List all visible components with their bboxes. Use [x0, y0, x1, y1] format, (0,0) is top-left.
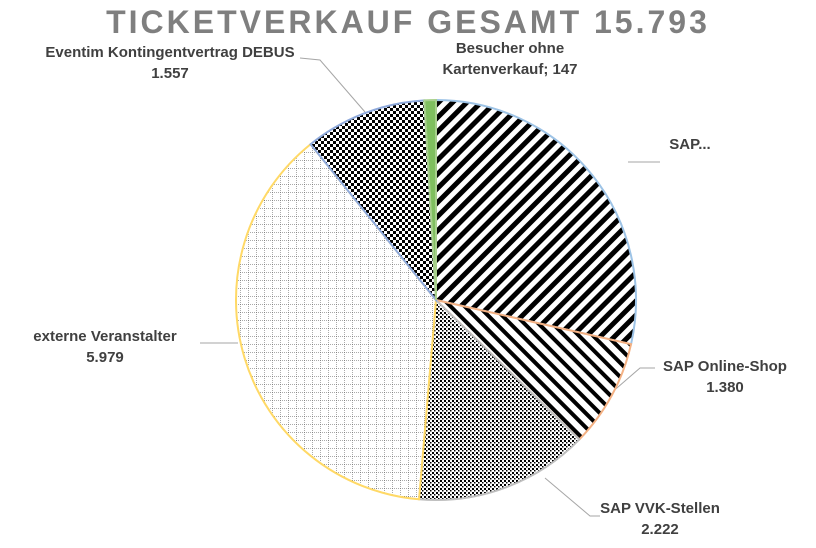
category-label: SAP Online-Shop — [663, 358, 787, 375]
category-label: SAP VVK-Stellen — [600, 500, 720, 517]
category-label: SAP... — [669, 136, 711, 153]
pie-slice — [309, 99, 438, 304]
pie-slice — [423, 98, 437, 301]
leader-line — [299, 57, 366, 113]
value-label: 2.222 — [641, 521, 679, 538]
value-label: 5.979 — [86, 349, 124, 366]
value-label: 147 — [552, 61, 578, 78]
category-label: Eventim Kontingentvertrag DEBUS — [45, 44, 295, 61]
pie-slice — [417, 297, 581, 501]
value-label: 1.380 — [706, 379, 744, 396]
category-label: Besucher ohne Kartenverkauf; — [442, 40, 565, 78]
data-label: SAP Online-Shop 1.380 — [650, 356, 800, 398]
data-label: SAP... — [630, 134, 750, 155]
value-label: 1.557 — [151, 65, 189, 82]
data-label: Besucher ohne Kartenverkauf; 147 — [420, 38, 600, 80]
pie-slice — [235, 142, 438, 501]
leader-line — [544, 477, 600, 517]
data-label: SAP VVK-Stellen 2.222 — [585, 498, 735, 540]
pie-slice — [435, 98, 637, 346]
category-label: externe Veranstalter — [33, 328, 177, 345]
pie-slice — [432, 298, 633, 441]
chart-title: TICKETVERKAUF GESAMT 15.793 — [106, 4, 710, 40]
data-label: externe Veranstalter 5.979 — [5, 326, 205, 368]
data-label: Eventim Kontingentvertrag DEBUS 1.557 — [40, 42, 300, 84]
